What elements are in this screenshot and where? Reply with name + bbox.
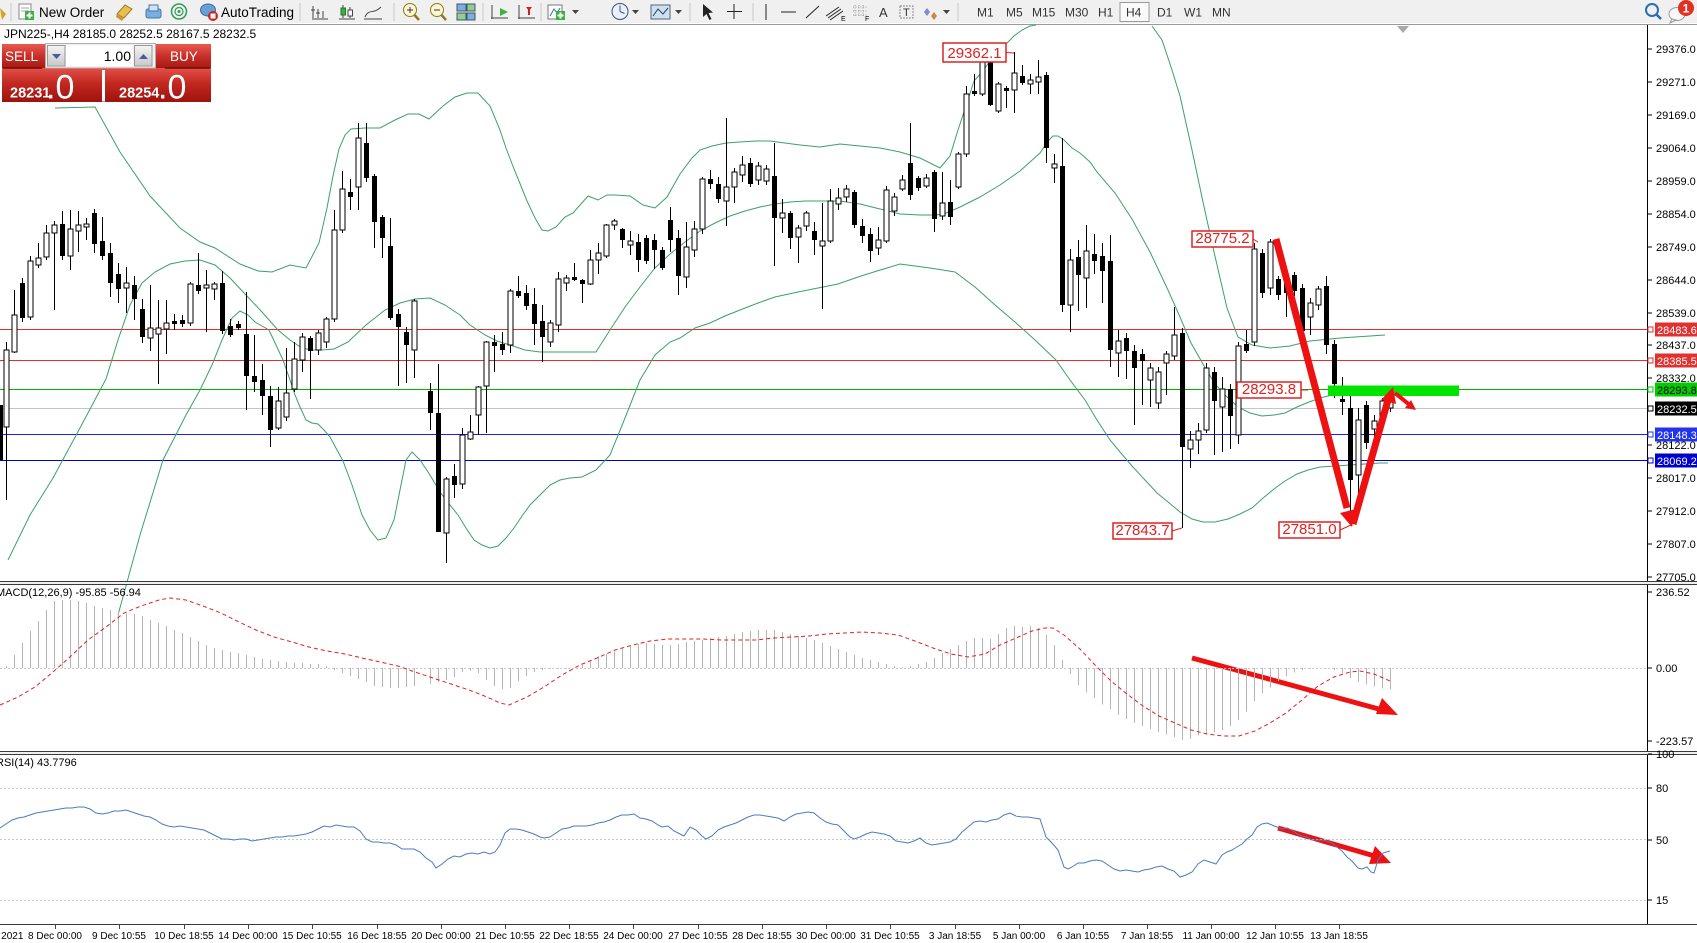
svg-text:7 Jan 18:55: 7 Jan 18:55 [1121, 931, 1174, 942]
svg-text:29376.0: 29376.0 [1656, 44, 1696, 56]
svg-text:1.00: 1.00 [104, 48, 131, 64]
svg-text:New Order: New Order [39, 5, 105, 20]
svg-text:22 Dec 18:55: 22 Dec 18:55 [539, 931, 599, 942]
svg-text:15 Dec 10:55: 15 Dec 10:55 [282, 931, 342, 942]
svg-text:28854.0: 28854.0 [1656, 209, 1696, 221]
svg-text:MACD(12,26,9) -95.85 -56.94: MACD(12,26,9) -95.85 -56.94 [0, 587, 141, 599]
svg-text:20 Dec 00:00: 20 Dec 00:00 [411, 931, 471, 942]
svg-text:F: F [865, 16, 869, 23]
svg-text:28775.2: 28775.2 [1195, 230, 1249, 247]
svg-text:28437.0: 28437.0 [1656, 340, 1696, 352]
svg-text:28385.5: 28385.5 [1657, 356, 1697, 368]
svg-text:100: 100 [1656, 749, 1674, 761]
svg-text:29064.0: 29064.0 [1656, 143, 1696, 155]
svg-text:28293.8: 28293.8 [1242, 381, 1296, 398]
svg-text:236.52: 236.52 [1656, 587, 1690, 599]
svg-text:16 Dec 18:55: 16 Dec 18:55 [347, 931, 407, 942]
svg-text:H1: H1 [1098, 6, 1114, 20]
svg-text:80: 80 [1656, 783, 1668, 795]
svg-text:D1: D1 [1157, 6, 1173, 20]
svg-text:28959.0: 28959.0 [1656, 176, 1696, 188]
svg-text:28122.0: 28122.0 [1656, 440, 1696, 452]
svg-text:14 Dec 00:00: 14 Dec 00:00 [218, 931, 278, 942]
svg-text:27912.0: 27912.0 [1656, 506, 1696, 518]
svg-text:29271.0: 29271.0 [1656, 77, 1696, 89]
svg-text:A: A [879, 5, 888, 20]
svg-text:9 Dec 10:55: 9 Dec 10:55 [92, 931, 146, 942]
svg-text:27 Dec 10:55: 27 Dec 10:55 [668, 931, 728, 942]
svg-text:12 Jan 10:55: 12 Jan 10:55 [1246, 931, 1304, 942]
svg-text:28069.2: 28069.2 [1657, 456, 1697, 468]
svg-text:28539.0: 28539.0 [1656, 308, 1696, 320]
svg-text:T: T [903, 7, 910, 19]
svg-text:27843.7: 27843.7 [1115, 522, 1169, 539]
svg-text:27851.0: 27851.0 [1282, 521, 1336, 538]
svg-text:28749.0: 28749.0 [1656, 242, 1696, 254]
svg-text:28017.0: 28017.0 [1656, 473, 1696, 485]
svg-text:28254: 28254 [119, 86, 159, 102]
svg-text:29169.0: 29169.0 [1656, 110, 1696, 122]
svg-text:BUY: BUY [170, 49, 198, 64]
svg-text:AutoTrading: AutoTrading [221, 5, 294, 20]
svg-text:RSI(14) 43.7796: RSI(14) 43.7796 [0, 757, 77, 769]
svg-text:.0: .0 [46, 69, 74, 107]
svg-text:-223.57: -223.57 [1656, 736, 1693, 748]
svg-text:8 Dec 00:00: 8 Dec 00:00 [28, 931, 82, 942]
svg-text:28148.3: 28148.3 [1657, 430, 1697, 442]
svg-text:28644.0: 28644.0 [1656, 275, 1696, 287]
svg-text:11 Jan 00:00: 11 Jan 00:00 [1182, 931, 1240, 942]
svg-text:.0: .0 [158, 69, 186, 107]
svg-text:H4: H4 [1126, 6, 1142, 20]
svg-text:1: 1 [1683, 2, 1690, 16]
svg-text:M15: M15 [1032, 6, 1056, 20]
svg-text:28293.8: 28293.8 [1657, 385, 1697, 397]
svg-text:6 Jan 10:55: 6 Jan 10:55 [1057, 931, 1110, 942]
svg-text:28483.6: 28483.6 [1657, 325, 1697, 337]
svg-text:28 Dec 18:55: 28 Dec 18:55 [732, 931, 792, 942]
svg-text:3 Jan 18:55: 3 Jan 18:55 [929, 931, 982, 942]
svg-text:28231: 28231 [10, 86, 50, 102]
svg-text:M1: M1 [977, 6, 994, 20]
svg-text:SELL: SELL [5, 49, 39, 64]
svg-text:29362.1: 29362.1 [947, 45, 1001, 62]
svg-text:W1: W1 [1184, 6, 1202, 20]
svg-text:21 Dec 10:55: 21 Dec 10:55 [475, 931, 535, 942]
svg-text:13 Jan 18:55: 13 Jan 18:55 [1310, 931, 1368, 942]
svg-text:30 Dec 00:00: 30 Dec 00:00 [796, 931, 856, 942]
svg-text:M5: M5 [1006, 6, 1023, 20]
svg-text:28332.0: 28332.0 [1656, 373, 1696, 385]
svg-text:5 Jan 00:00: 5 Jan 00:00 [993, 931, 1046, 942]
svg-text:MN: MN [1212, 6, 1231, 20]
svg-text:15: 15 [1656, 895, 1668, 907]
svg-text:10 Dec 18:55: 10 Dec 18:55 [154, 931, 214, 942]
svg-text:E: E [841, 16, 846, 23]
svg-text:27807.0: 27807.0 [1656, 539, 1696, 551]
svg-text:28232.5: 28232.5 [1657, 404, 1697, 416]
svg-text:31 Dec 10:55: 31 Dec 10:55 [860, 931, 920, 942]
svg-text:50: 50 [1656, 835, 1668, 847]
svg-text:24 Dec 00:00: 24 Dec 00:00 [603, 931, 663, 942]
svg-text:M30: M30 [1065, 6, 1089, 20]
svg-text:JPN225-,H4 28185.0 28252.5 28: JPN225-,H4 28185.0 28252.5 28167.5 28232… [4, 27, 257, 41]
svg-text:Dec 2021: Dec 2021 [0, 931, 24, 942]
svg-text:0.00: 0.00 [1656, 663, 1677, 675]
